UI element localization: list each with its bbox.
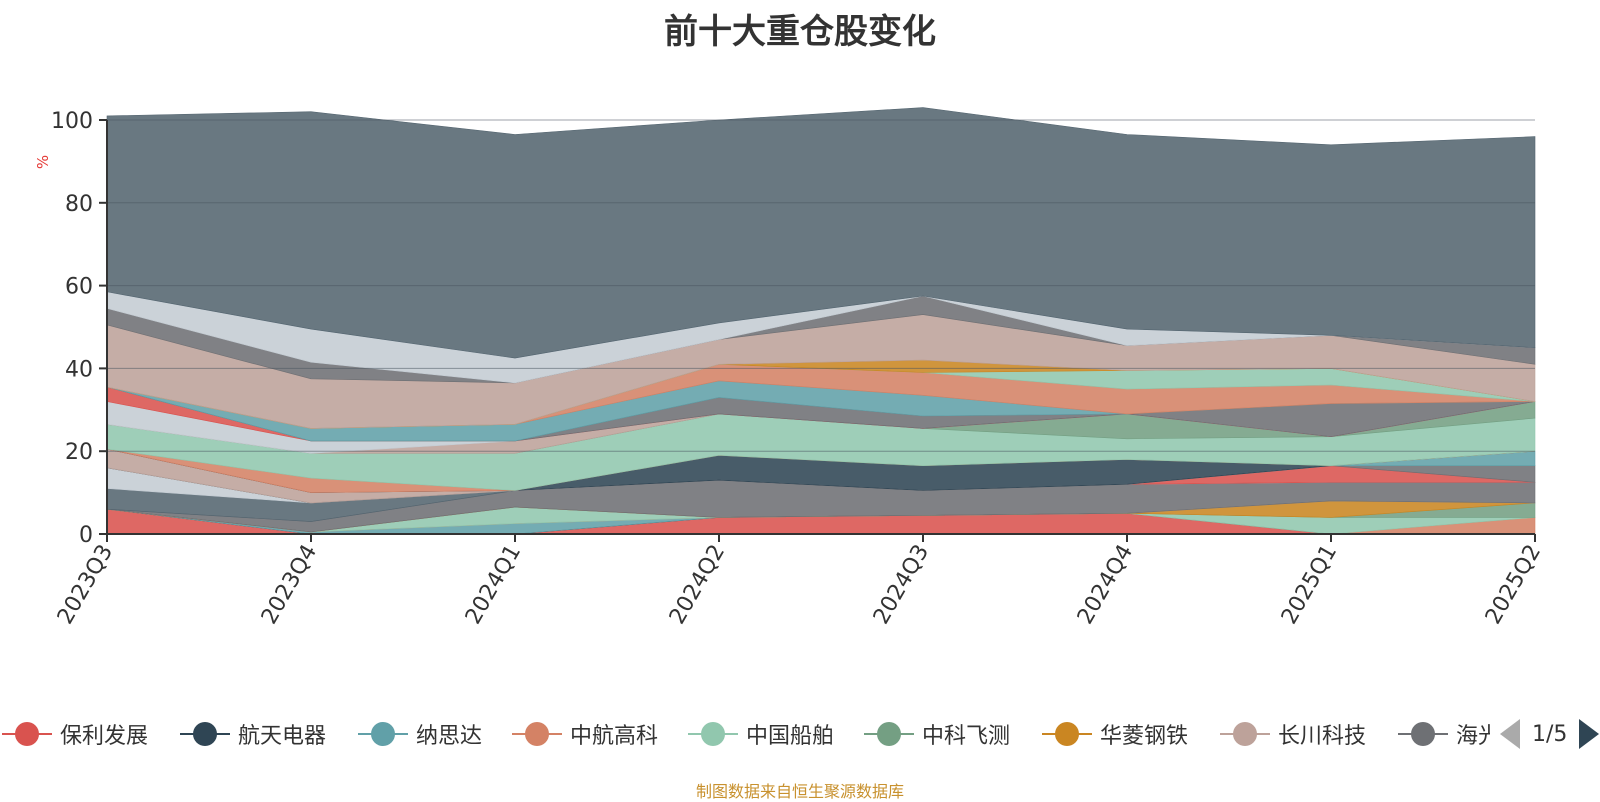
x-tick-label: 2023Q3 [53,541,118,629]
legend-label: 海光信息 [1456,724,1490,749]
x-tick-label: 2025Q1 [1277,541,1342,629]
legend-marker-icon [178,721,232,747]
grid-lines [107,119,1535,452]
y-axis-unit-label: % [34,155,52,169]
legend-marker-icon [0,721,54,747]
legend-marker-icon [862,721,916,747]
legend-item[interactable]: 长川科技 [1218,716,1366,752]
legend-marker-icon [686,721,740,747]
legend-item[interactable]: 中科飞测 [862,716,1010,752]
x-tick-label: 2024Q1 [461,541,526,629]
area-layers [106,107,1536,535]
legend-item[interactable]: 中航高科 [510,716,658,752]
y-tick-label: 0 [79,523,93,548]
x-tick-label: 2025Q2 [1481,541,1546,629]
chart-title: 前十大重仓股变化 [664,12,936,52]
legend-prev-page-icon[interactable] [1500,719,1520,749]
legend-page-indicator: 1/5 [1532,721,1568,747]
y-tick-label: 40 [65,357,93,382]
y-tick-label: 80 [65,192,93,217]
legend-item[interactable]: 纳思达 [356,716,482,752]
legend-item[interactable]: 航天电器 [178,716,326,752]
legend-label: 长川科技 [1278,724,1367,749]
legend-marker-icon [1396,721,1450,747]
legend-marker-icon [1040,721,1094,747]
legend-item[interactable]: 中国船舶 [686,716,834,752]
legend-label: 纳思达 [416,724,483,749]
legend-item[interactable]: 保利发展 [0,716,148,752]
legend: 保利发展 航天电器 纳思达 中航高科 中国船舶 中科飞测 华菱钢铁 长川科技 海光信息 [0,716,1490,752]
x-tick-label: 2023Q4 [257,541,322,629]
legend-label: 保利发展 [60,724,149,749]
data-source-note: 制图数据来自恒生聚源数据库 [695,782,904,801]
legend-item[interactable]: 海光信息 [1396,716,1490,752]
y-tick-label: 60 [65,275,93,300]
legend-marker-icon [356,721,410,747]
legend-marker-icon [510,721,564,747]
area-series-31 [106,107,1536,359]
legend-label: 中国船舶 [746,724,835,749]
legend-label: 中科飞测 [922,724,1011,749]
legend-marker-icon [1218,721,1272,747]
legend-next-page-icon[interactable] [1579,719,1600,749]
x-tick-label: 2024Q3 [869,541,934,629]
x-tick-label: 2024Q2 [665,541,730,629]
y-tick-label: 100 [51,109,93,134]
legend-label: 华菱钢铁 [1100,724,1189,749]
y-tick-label: 20 [65,440,93,465]
stacked-area-chart: 0 20 40 60 80 100% 2023Q3 2023Q4 2024Q1 2024Q2 202… [34,107,1546,629]
x-tick-label: 2024Q4 [1073,541,1138,629]
legend-label: 中航高科 [570,724,659,749]
legend-pager: 1/5 [1500,716,1600,752]
legend-label: 航天电器 [238,724,327,749]
legend-item[interactable]: 华菱钢铁 [1040,716,1188,752]
